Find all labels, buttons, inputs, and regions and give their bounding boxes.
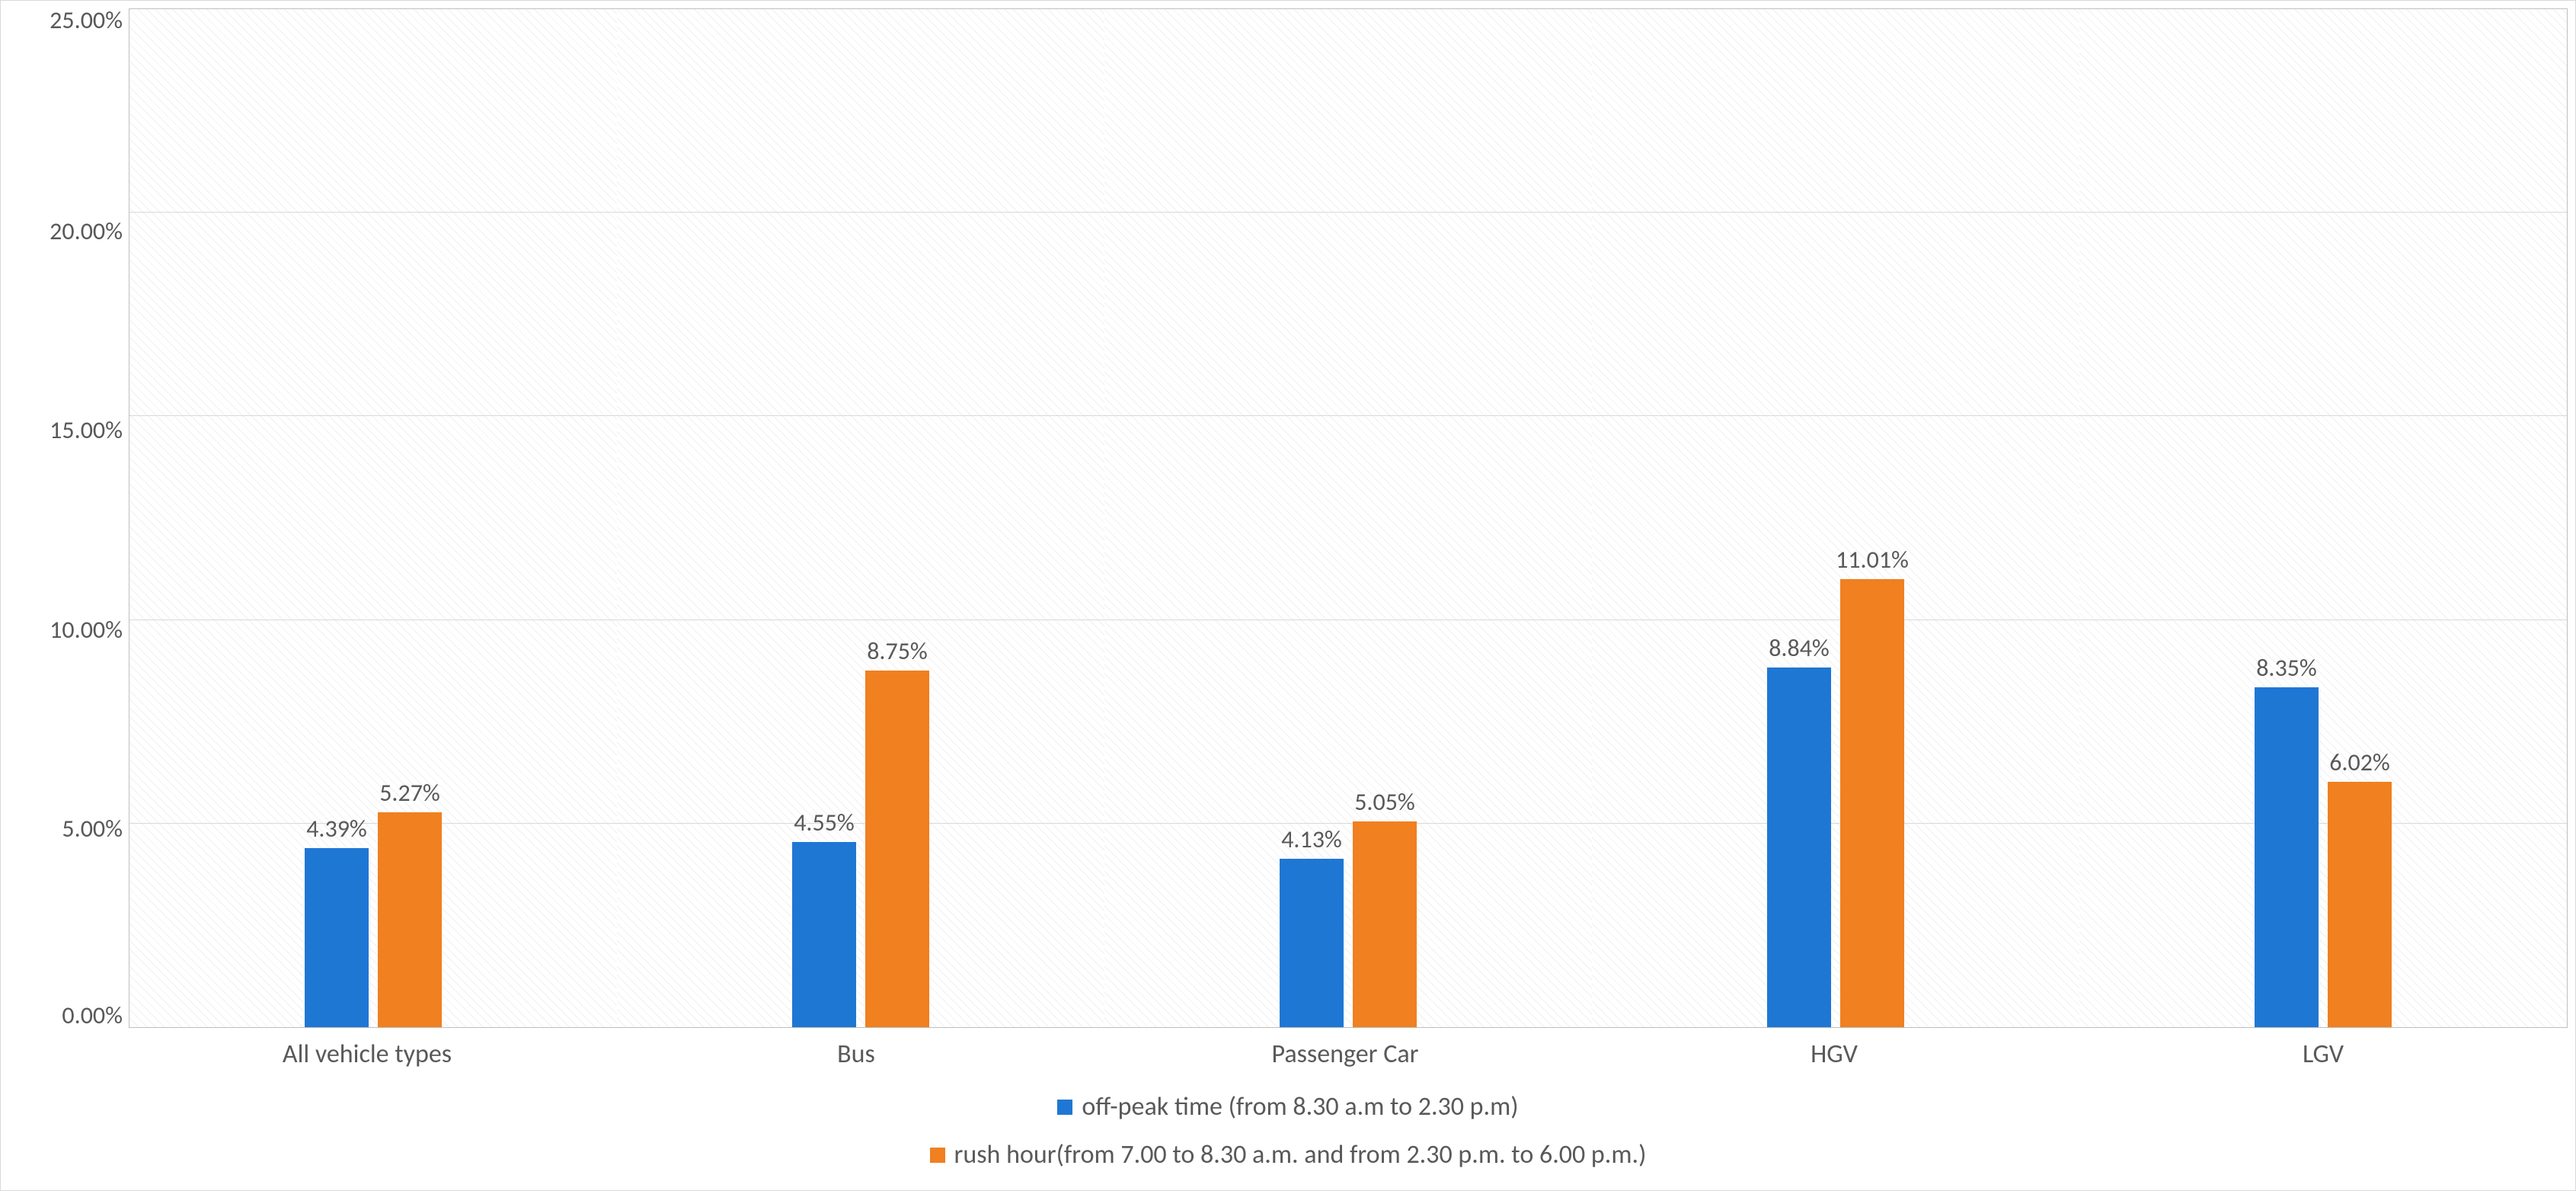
y-tick-label: 0.00% <box>62 1004 123 1028</box>
category-group: 8.35% 6.02% <box>2079 9 2567 1027</box>
legend-label: rush hour(from 7.00 to 8.30 a.m. and fro… <box>954 1139 1647 1170</box>
bar <box>792 842 855 1027</box>
legend-label: off-peak time (from 8.30 a.m to 2.30 p.m… <box>1082 1091 1518 1122</box>
bar-value-label: 8.35% <box>2256 653 2317 683</box>
y-tick-label: 15.00% <box>50 418 123 443</box>
bar <box>305 848 368 1027</box>
bar-value-label: 6.02% <box>2329 748 2390 777</box>
bar-value-label: 4.55% <box>794 808 855 837</box>
y-axis: 25.00% 20.00% 15.00% 10.00% 5.00% 0.00% <box>8 8 129 1028</box>
bar <box>1353 821 1416 1027</box>
bar <box>2255 687 2318 1027</box>
x-axis-labels: All vehicle typesBusPassenger CarHGVLGV <box>123 1028 2568 1070</box>
category-group: 4.55% 8.75% <box>617 9 1104 1027</box>
x-axis-spacer <box>8 1028 123 1070</box>
category-group: 4.13% 5.05% <box>1104 9 1592 1027</box>
y-tick-label: 20.00% <box>50 219 123 244</box>
bar <box>865 671 928 1027</box>
x-category-label: Bus <box>612 1028 1101 1070</box>
category-group: 4.39% 5.27% <box>129 9 617 1027</box>
bar <box>1840 579 1903 1027</box>
bar-value-label: 5.27% <box>379 778 440 808</box>
bar-value-label: 5.05% <box>1354 787 1415 817</box>
x-category-label: All vehicle types <box>123 1028 612 1070</box>
y-tick-label: 5.00% <box>62 817 123 841</box>
category-group: 8.84% 11.01% <box>1592 9 2079 1027</box>
chart-container: 25.00% 20.00% 15.00% 10.00% 5.00% 0.00% 4.39%… <box>0 0 2576 1191</box>
x-category-label: Passenger Car <box>1101 1028 1590 1070</box>
bar-value-label: 4.13% <box>1281 824 1342 854</box>
legend-swatch <box>1057 1100 1072 1115</box>
bar <box>378 812 441 1027</box>
legend-swatch <box>930 1148 945 1163</box>
x-category-label: LGV <box>2079 1028 2568 1070</box>
y-tick-label: 25.00% <box>50 8 123 33</box>
bar-value-label: 8.75% <box>867 636 928 666</box>
bar <box>1767 668 1830 1027</box>
legend: off-peak time (from 8.30 a.m to 2.30 p.m… <box>8 1070 2568 1183</box>
x-category-label: HGV <box>1590 1028 2079 1070</box>
bar <box>1280 859 1343 1027</box>
plot-area: 4.39% 5.27% 4.55% 8.75% 4.13% 5.05% 8.84% 11.01… <box>129 8 2568 1028</box>
legend-item: off-peak time (from 8.30 a.m to 2.30 p.m… <box>1057 1091 1518 1122</box>
y-tick-label: 10.00% <box>50 618 123 642</box>
bar-value-label: 11.01% <box>1836 545 1909 575</box>
legend-item: rush hour(from 7.00 to 8.30 a.m. and fro… <box>930 1139 1647 1170</box>
x-axis: All vehicle typesBusPassenger CarHGVLGV <box>8 1028 2568 1070</box>
bar <box>2328 782 2391 1027</box>
plot-row: 25.00% 20.00% 15.00% 10.00% 5.00% 0.00% 4.39%… <box>8 8 2568 1028</box>
bars-layer: 4.39% 5.27% 4.55% 8.75% 4.13% 5.05% 8.84% 11.01… <box>129 9 2567 1027</box>
bar-value-label: 8.84% <box>1769 633 1830 663</box>
bar-value-label: 4.39% <box>306 814 367 844</box>
